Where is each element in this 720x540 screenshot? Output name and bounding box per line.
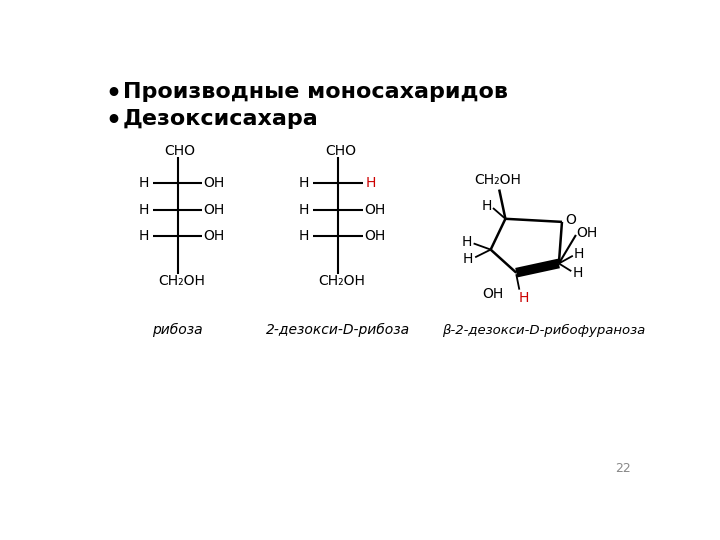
Text: β-2-дезокси-D-рибофураноза: β-2-дезокси-D-рибофураноза xyxy=(442,324,645,337)
Text: OH: OH xyxy=(482,287,503,301)
Text: CH₂OH: CH₂OH xyxy=(474,173,521,187)
Text: 2-дезокси-D-рибоза: 2-дезокси-D-рибоза xyxy=(266,323,410,338)
Text: •: • xyxy=(106,110,122,133)
Text: H: H xyxy=(138,229,148,243)
Text: OH: OH xyxy=(203,229,225,243)
Text: H: H xyxy=(572,266,582,280)
Text: H: H xyxy=(299,229,309,243)
Text: H: H xyxy=(519,291,529,305)
Text: H: H xyxy=(299,202,309,217)
Text: OH: OH xyxy=(576,226,598,240)
Text: 22: 22 xyxy=(615,462,631,475)
Text: H: H xyxy=(138,202,148,217)
Text: OH: OH xyxy=(203,202,225,217)
Text: H: H xyxy=(482,199,492,213)
Text: H: H xyxy=(365,176,376,190)
Text: H: H xyxy=(463,252,473,266)
Text: CH₂OH: CH₂OH xyxy=(158,274,205,288)
Text: OH: OH xyxy=(203,176,225,190)
Text: OH: OH xyxy=(364,229,385,243)
Text: H: H xyxy=(574,247,584,261)
Text: H: H xyxy=(299,176,309,190)
Text: OH: OH xyxy=(364,202,385,217)
Text: CH₂OH: CH₂OH xyxy=(318,274,365,288)
Text: CHO: CHO xyxy=(164,144,195,158)
Text: •: • xyxy=(106,82,122,106)
Text: O: O xyxy=(565,213,576,227)
Text: Дезоксисахара: Дезоксисахара xyxy=(122,110,318,130)
Text: H: H xyxy=(138,176,148,190)
Text: Производные моносахаридов: Производные моносахаридов xyxy=(122,82,508,102)
Text: рибоза: рибоза xyxy=(152,323,203,338)
Text: CHO: CHO xyxy=(325,144,356,158)
Text: H: H xyxy=(462,235,472,249)
